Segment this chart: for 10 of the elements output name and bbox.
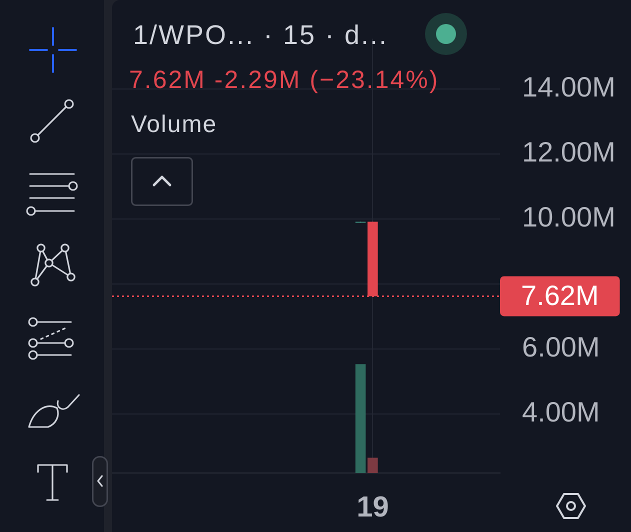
y-tick-label: 12.00M [522, 136, 616, 168]
y-tick-label: 4.00M [522, 396, 600, 428]
x-tick-label: 19 [356, 491, 389, 524]
annotation: Volume [131, 111, 218, 138]
y-tick-label: 6.00M [522, 332, 600, 363]
y-tick-label: 14.00M [522, 72, 616, 103]
text: 7.62M -2.29M (−23.14%) [129, 66, 440, 94]
chart-title: 1/WPO... · 15 · d... [133, 20, 388, 50]
ref-line-label: 7.62M [521, 280, 599, 311]
y-tick-label: 10.00M [522, 202, 616, 233]
